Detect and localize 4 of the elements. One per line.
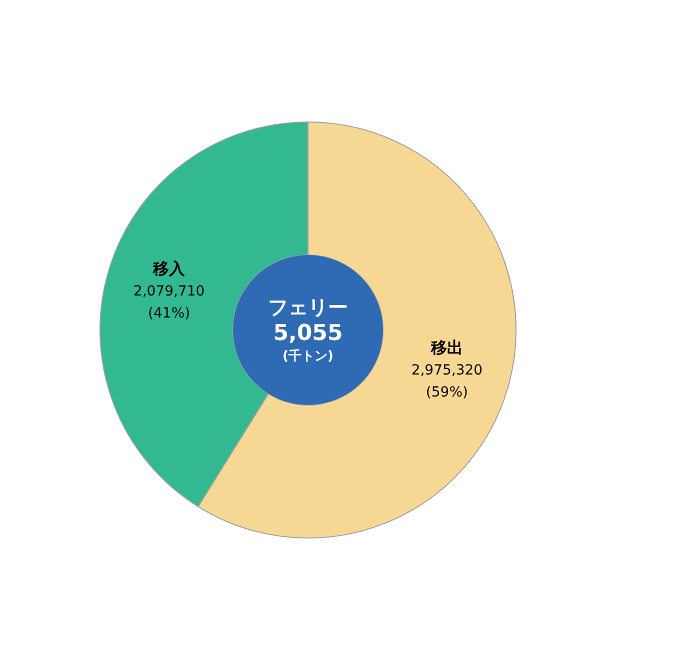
slice-label: 移入 xyxy=(152,258,186,278)
slice-label: 移出 xyxy=(430,338,463,358)
data-label: 2,079,710 (41%) xyxy=(133,283,205,322)
data-label: 2,975,320 (59%) xyxy=(411,362,483,401)
